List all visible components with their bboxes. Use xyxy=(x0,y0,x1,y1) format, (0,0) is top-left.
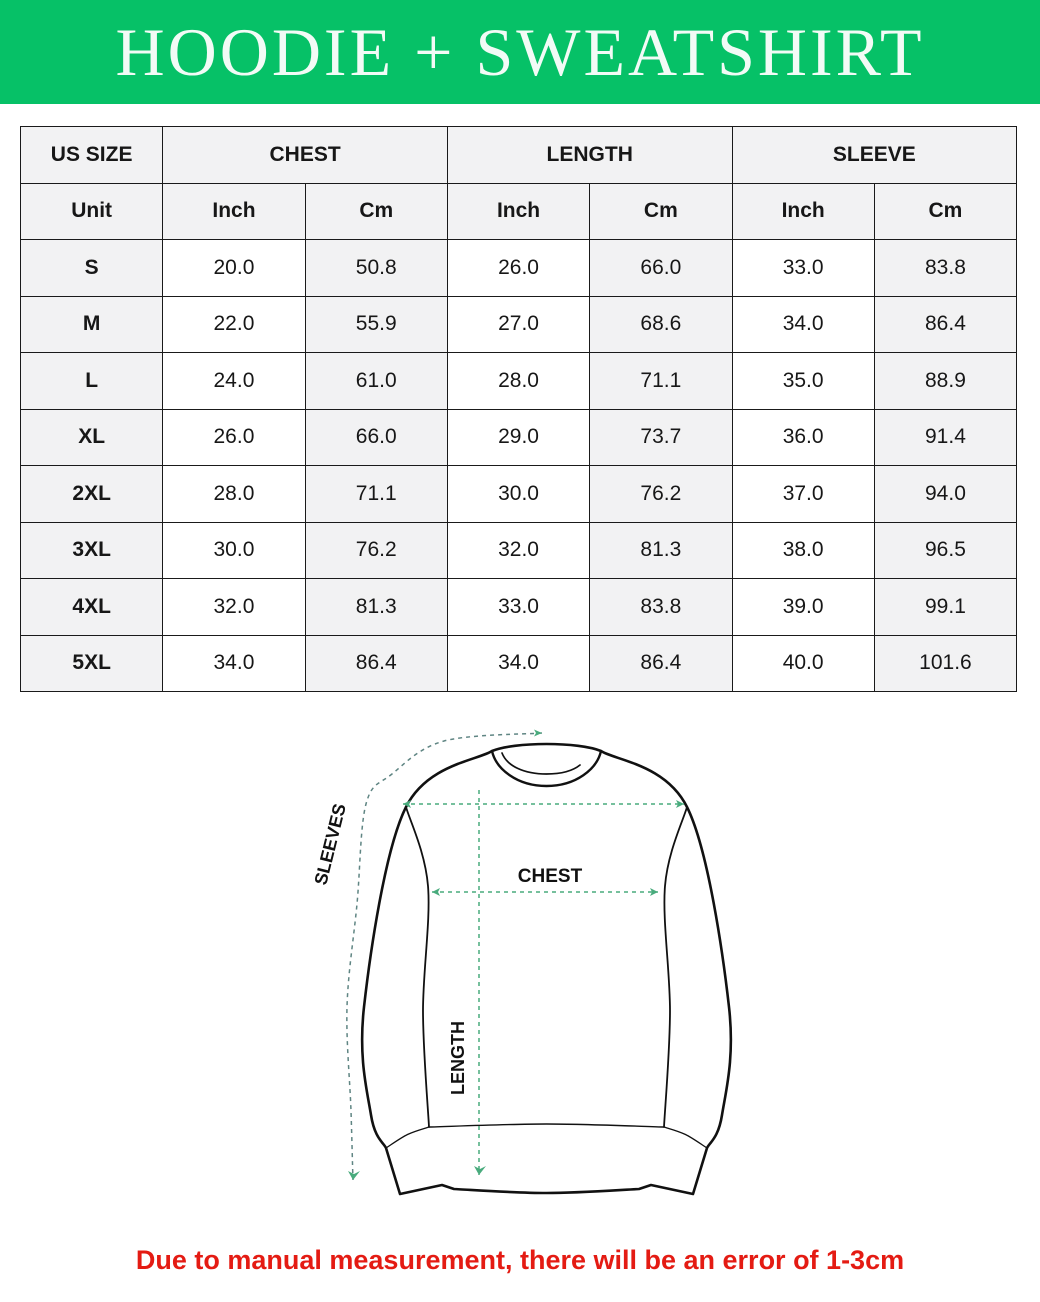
svg-text:SLEEVES: SLEEVES xyxy=(310,802,349,887)
svg-text:LENGTH: LENGTH xyxy=(448,1021,468,1095)
svg-text:CHEST: CHEST xyxy=(518,866,583,887)
